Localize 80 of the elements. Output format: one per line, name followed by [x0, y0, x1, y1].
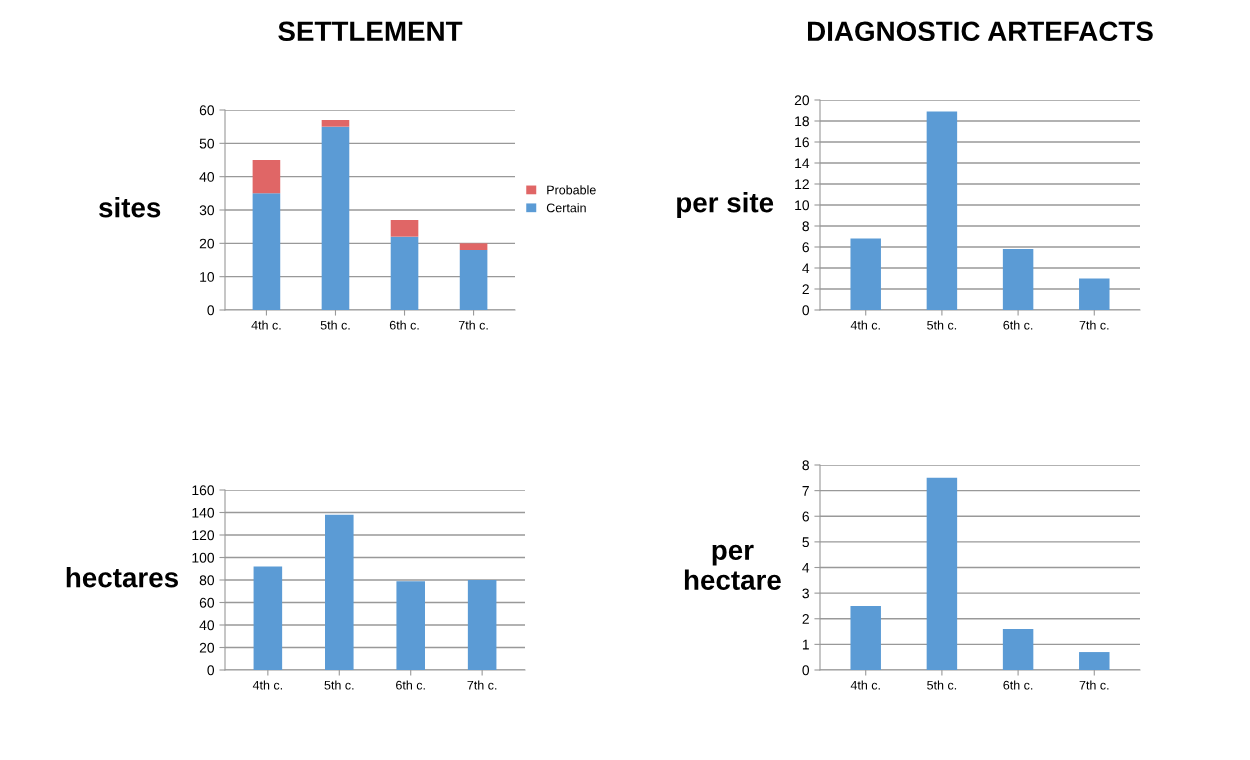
y-axis-title: per site [677, 192, 774, 218]
y-tick-label: 120 [192, 530, 215, 541]
y-tick-label: 20 [794, 95, 810, 106]
y-tick-label: 10 [795, 200, 810, 211]
x-tick-label: 7th c. [467, 680, 497, 690]
y-tick-label: 0 [207, 305, 215, 316]
y-tick-label: 4 [802, 562, 810, 573]
bar [467, 580, 497, 670]
bar [390, 236, 419, 310]
x-tick-label: 6th c. [1003, 320, 1033, 330]
bar [252, 193, 281, 310]
bar [926, 477, 958, 670]
bar [325, 514, 354, 670]
y-axis-title: sites [99, 197, 161, 218]
bar [459, 250, 488, 310]
y-tick-label: 14 [795, 158, 810, 169]
y-tick-label: 3 [802, 588, 809, 599]
bar [252, 160, 281, 194]
legend-label: Certain [546, 203, 586, 213]
y-tick-label: 30 [199, 205, 215, 216]
x-tick-label: 6th c. [389, 320, 419, 330]
y-tick-label: 20 [199, 238, 215, 249]
y-tick-label: 140 [192, 507, 215, 518]
y-tick-label: 1 [802, 639, 809, 650]
x-tick-label: 7th c. [458, 320, 488, 330]
y-tick-label: 4 [802, 263, 810, 274]
y-tick-label: 7 [802, 486, 809, 496]
bar [253, 566, 283, 670]
y-tick-label: 18 [795, 116, 809, 127]
bar [459, 243, 488, 250]
y-tick-label: 8 [802, 460, 809, 471]
x-tick-label: 5th c. [927, 680, 957, 690]
x-tick-label: 4th c. [850, 680, 880, 690]
bar [396, 581, 425, 670]
x-tick-label: 4th c. [252, 680, 282, 690]
y-tick-label: 2 [802, 614, 809, 624]
y-tick-label: 80 [199, 575, 215, 586]
bar [390, 220, 419, 237]
y-tick-label: 0 [207, 665, 215, 676]
bar [850, 238, 881, 310]
bar [1079, 278, 1110, 310]
chart-title: DIAGNOSTIC ARTEFACTS [807, 21, 1153, 42]
bar [1079, 652, 1110, 670]
y-tick-label: 16 [795, 137, 809, 148]
x-tick-label: 7th c. [1079, 320, 1109, 330]
y-tick-label: 60 [199, 105, 215, 116]
y-tick-label: 2 [802, 284, 809, 295]
y-tick-label: 6 [802, 242, 809, 253]
bar [1002, 629, 1034, 670]
x-tick-label: 4th c. [850, 320, 880, 330]
x-tick-label: 4th c. [251, 320, 281, 330]
bar [1002, 249, 1034, 310]
y-tick-label: 100 [192, 552, 215, 563]
x-tick-label: 6th c. [1003, 680, 1033, 690]
x-tick-label: 6th c. [396, 680, 425, 690]
chart-title: SETTLEMENT [278, 21, 463, 42]
x-tick-label: 7th c. [1079, 680, 1109, 690]
y-tick-label: 12 [795, 179, 809, 190]
y-tick-label: 60 [199, 597, 215, 608]
bar [850, 605, 881, 670]
y-tick-label: 0 [802, 305, 810, 316]
y-tick-label: 8 [802, 221, 809, 232]
x-tick-label: 5th c. [927, 320, 957, 330]
y-tick-label: 40 [199, 620, 215, 631]
bar [321, 120, 350, 127]
x-tick-label: 5th c. [324, 680, 354, 690]
y-tick-label: 50 [199, 138, 215, 149]
y-axis-title: per hectare [684, 544, 781, 590]
y-tick-label: 20 [199, 642, 215, 653]
y-tick-label: 6 [802, 511, 809, 522]
y-tick-label: 40 [199, 172, 215, 182]
y-axis-title: hectares [66, 567, 178, 588]
legend-label: Probable [547, 185, 596, 195]
y-tick-label: 0 [802, 665, 810, 676]
y-tick-label: 160 [192, 485, 215, 496]
y-tick-label: 5 [802, 537, 809, 548]
x-tick-label: 5th c. [320, 320, 350, 330]
bar [321, 126, 350, 310]
y-tick-label: 10 [200, 272, 215, 282]
bar [926, 111, 958, 310]
